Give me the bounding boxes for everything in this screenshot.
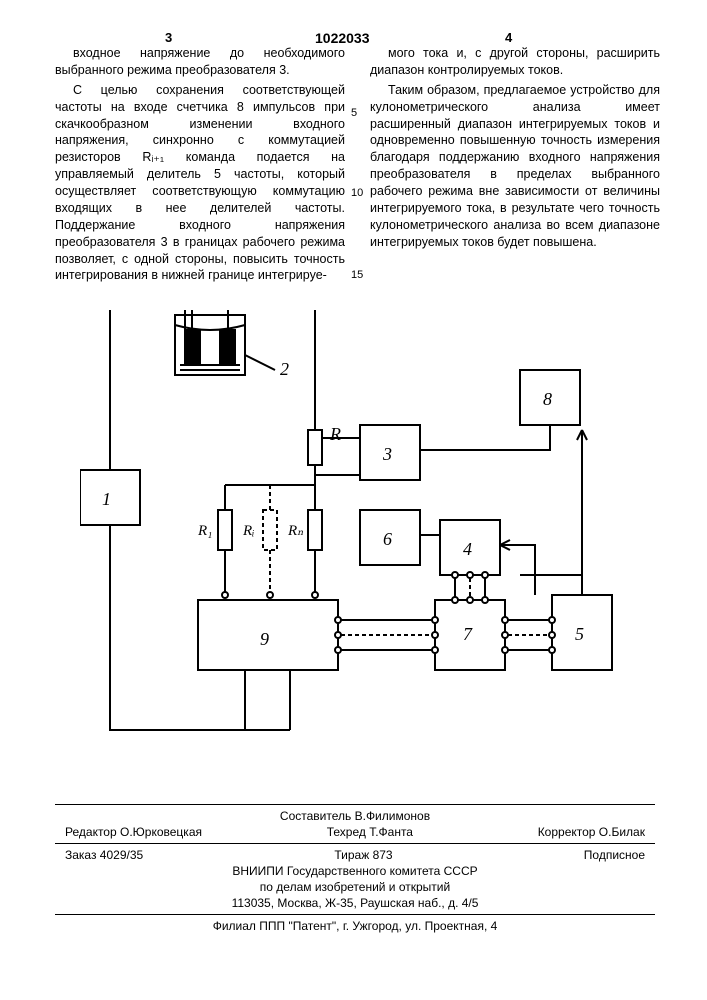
address-2: Филиал ППП "Патент", г. Ужгород, ул. Про… bbox=[55, 919, 655, 933]
block-label-7: 7 bbox=[463, 624, 473, 644]
block-label-1: 1 bbox=[102, 489, 111, 509]
corrector: Корректор О.Билак bbox=[538, 825, 645, 839]
circuit-diagram: 1 2 3 4 5 6 7 8 9 R R₁ Rᵢ Rₙ bbox=[80, 310, 620, 750]
block-label-5: 5 bbox=[575, 624, 584, 644]
line-number: 15 bbox=[351, 269, 363, 281]
block-label-2: 2 bbox=[280, 359, 289, 379]
resistor-label-R1: R₁ bbox=[197, 523, 212, 539]
line-number: 10 bbox=[351, 187, 363, 199]
block-label-6: 6 bbox=[383, 529, 392, 549]
block-label-9: 9 bbox=[260, 629, 269, 649]
block-label-8: 8 bbox=[543, 389, 552, 409]
footer-block: Составитель В.Филимонов Редактор О.Юрков… bbox=[55, 800, 655, 935]
address-1: 113035, Москва, Ж-35, Раушская наб., д. … bbox=[55, 896, 655, 910]
resistor-label-R: R bbox=[329, 424, 341, 444]
tirage: Тираж 873 bbox=[334, 848, 392, 862]
block-label-4: 4 bbox=[463, 539, 472, 559]
paragraph: входное напряжение до необходимого выбра… bbox=[55, 45, 345, 79]
line-number: 5 bbox=[351, 107, 357, 119]
paragraph: С целью сохранения соответствующей часто… bbox=[55, 82, 345, 285]
order-number: Заказ 4029/35 bbox=[65, 848, 143, 862]
resistor-label-Ri: Rᵢ bbox=[242, 523, 255, 539]
compiler-line: Составитель В.Филимонов bbox=[55, 809, 655, 823]
organization: ВНИИПИ Государственного комитета СССР bbox=[55, 864, 655, 878]
page-number-left: 3 bbox=[165, 30, 172, 45]
page-number-right: 4 bbox=[505, 30, 512, 45]
text-column-right: мого тока и, с другой стороны, расширить… bbox=[370, 45, 660, 254]
block-label-3: 3 bbox=[382, 444, 392, 464]
text-column-left: входное напряжение до необходимого выбра… bbox=[55, 45, 345, 287]
organization-dept: по делам изобретений и открытий bbox=[55, 880, 655, 894]
patent-number: 1022033 bbox=[315, 30, 370, 46]
paragraph: Таким образом, предлагаемое устройство д… bbox=[370, 82, 660, 251]
tech-editor: Техред Т.Фанта bbox=[327, 825, 413, 839]
subscription: Подписное bbox=[584, 848, 645, 862]
paragraph: мого тока и, с другой стороны, расширить… bbox=[370, 45, 660, 79]
resistor-label-Rn: Rₙ bbox=[287, 523, 304, 539]
editor: Редактор О.Юрковецкая bbox=[65, 825, 202, 839]
